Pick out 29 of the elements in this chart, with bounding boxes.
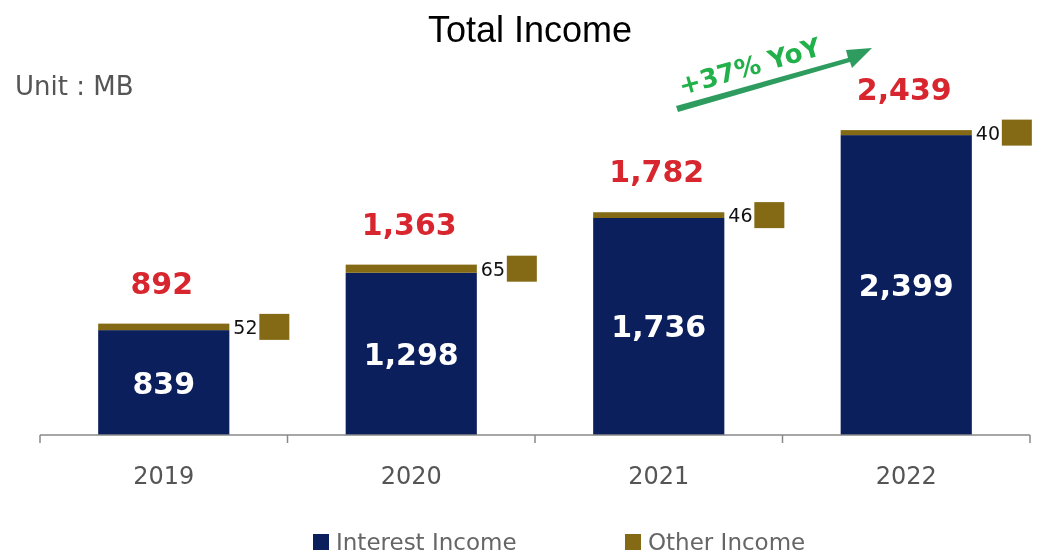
legend-label: Interest Income bbox=[336, 529, 517, 554]
x-tick-label: 2021 bbox=[628, 462, 690, 490]
data-label: 2,399 bbox=[858, 268, 954, 304]
bar bbox=[345, 272, 477, 435]
bar bbox=[98, 323, 230, 331]
total-label: 2,439 bbox=[856, 72, 952, 108]
x-tick-label: 2022 bbox=[875, 462, 937, 490]
total-label: 892 bbox=[130, 265, 194, 301]
bar bbox=[840, 130, 972, 136]
total-label: 1,363 bbox=[361, 206, 457, 242]
bar bbox=[345, 264, 477, 273]
text: Unit : MB bbox=[15, 71, 134, 101]
bar bbox=[98, 330, 230, 435]
data-label: 52 bbox=[233, 315, 258, 338]
total-label: 1,782 bbox=[609, 154, 705, 190]
x-tick-label: 2019 bbox=[133, 462, 195, 490]
legend-label: Other Income bbox=[648, 529, 806, 554]
bar bbox=[840, 135, 972, 435]
x-tick-label: 2020 bbox=[380, 462, 442, 490]
data-label: 1,736 bbox=[611, 309, 707, 345]
data-label: 46 bbox=[728, 204, 753, 227]
bar bbox=[593, 218, 725, 435]
data-label: 65 bbox=[480, 257, 506, 280]
text: +37% YoY bbox=[675, 31, 826, 101]
data-label: 1,298 bbox=[363, 336, 459, 372]
data-label: 40 bbox=[975, 121, 1001, 144]
data-label: 839 bbox=[132, 365, 196, 401]
bar bbox=[593, 212, 725, 218]
chart-title: Total Income bbox=[427, 9, 633, 50]
